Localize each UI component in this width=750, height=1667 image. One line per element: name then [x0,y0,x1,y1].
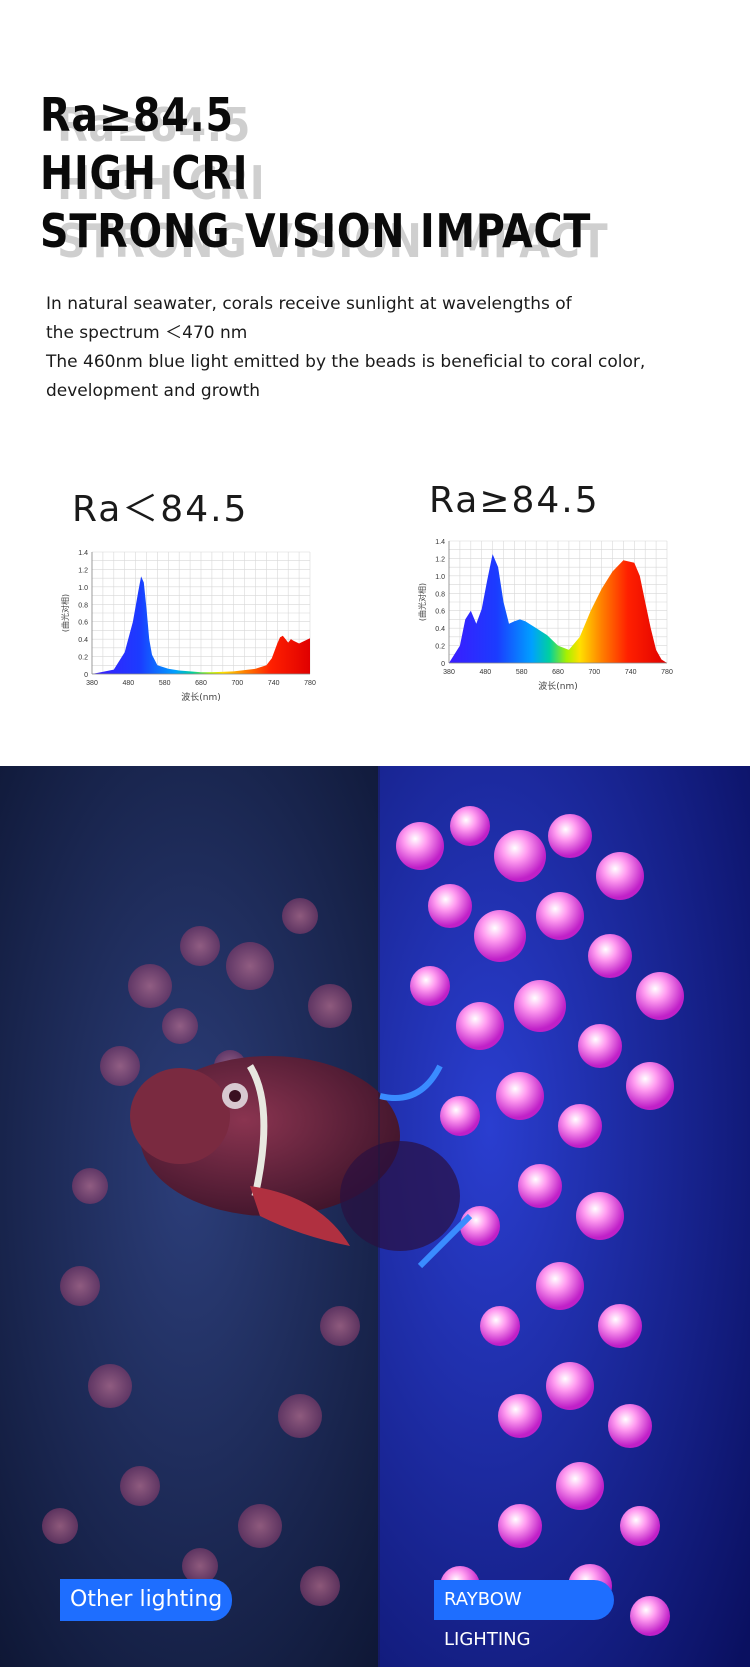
y-tick-label: 1.4 [78,550,88,557]
heading-line-2: HIGH CRI HIGH CRI [40,144,591,210]
x-tick-label: 700 [588,669,600,676]
y-tick-label: 0.4 [78,637,88,644]
description-line-1: In natural seawater, corals receive sunl… [46,294,572,314]
y-tick-label: 1.2 [78,567,88,574]
x-tick-label: 380 [443,669,455,676]
x-tick-label: 700 [231,680,243,687]
x-tick-label: 580 [516,669,528,676]
heading-line-1-text: Ra≥84.5 [40,88,234,142]
y-tick-label: 1.2 [435,556,445,563]
y-tick-label: 0 [84,672,88,679]
x-tick-label: 580 [159,680,171,687]
spectrum-chart-left: Ra＜84.5 0 0.2 0.4 0.6 0.8 1.0 1.2 1.4 380 480 580 6… [60,480,360,710]
heading-line-2-text: HIGH CRI [40,146,249,200]
heading-line-1-shadow: Ra≥84.5 [57,98,252,152]
spectrum-chart-right: Ra≥84.5 0 0.2 0.4 0.6 0.8 1.0 1.2 1.4 380 480 580 6… [417,480,717,699]
y-tick-label: 0.6 [78,620,88,627]
y-tick-label: 0 [441,661,445,668]
y-tick-label: 0.8 [78,602,88,609]
x-tick-label: 740 [625,669,637,676]
chart-left-title: Ra＜84.5 [72,489,249,530]
y-tick-label: 0.8 [435,591,445,598]
x-axis-label: 波长(nm) [538,680,578,692]
heading-line-1: Ra≥84.5 Ra≥84.5 [40,86,591,152]
y-tick-label: 1.0 [435,574,445,581]
raybow-lighting-label: RAYBOW LIGHTING [434,1580,614,1650]
x-tick-label: 480 [122,680,134,687]
x-tick-label: 680 [195,680,207,687]
coral-comparison-photo [0,766,750,1667]
y-tick-label: 1.0 [78,585,88,592]
heading-line-3-shadow: STRONG VISION IMPACT [57,214,609,268]
spectrum-series-0 [449,554,667,663]
y-tick-label: 0.4 [435,626,445,633]
other-lighting-label: Other lighting [60,1579,233,1621]
y-axis-label: (曲光对相) [60,594,70,632]
heading-line-2-shadow: HIGH CRI [57,156,266,210]
x-tick-label: 380 [86,680,98,687]
x-tick-label: 780 [661,669,673,676]
y-tick-label: 0.6 [435,609,445,616]
chart-right-title: Ra≥84.5 [429,480,600,521]
x-tick-label: 780 [304,680,316,687]
chart-right-svg: 0 0.2 0.4 0.6 0.8 1.0 1.2 1.4 380 480 580 680 700 740… [417,539,673,692]
description-line-4: development and growth [46,381,261,401]
heading: Ra≥84.5 Ra≥84.5 HIGH CRI HIGH CRI STRONG… [40,86,681,268]
x-tick-label: 680 [552,669,564,676]
x-axis-label: 波长(nm) [181,691,221,703]
coral-photo-illustration [0,766,750,1667]
heading-line-3-text: STRONG VISION IMPACT [40,204,592,258]
description: In natural seawater, corals receive sunl… [46,290,706,406]
heading-line-3: STRONG VISION IMPACT STRONG VISION IMPAC… [40,202,608,268]
chart-left-svg: 0 0.2 0.4 0.6 0.8 1.0 1.2 1.4 380 480 580 680 700 740… [60,550,316,703]
x-tick-label: 740 [268,680,280,687]
fish-illustration [130,1056,473,1269]
y-axis-label: (曲光对相) [417,583,427,621]
description-line-2: the spectrum ＜470 nm [46,323,248,343]
description-line-3: The 460nm blue light emitted by the bead… [46,352,646,372]
x-tick-label: 480 [479,669,491,676]
y-tick-label: 0.2 [435,644,445,651]
y-tick-label: 1.4 [435,539,445,546]
spectrum-series-0 [92,576,310,674]
y-tick-label: 0.2 [78,655,88,662]
